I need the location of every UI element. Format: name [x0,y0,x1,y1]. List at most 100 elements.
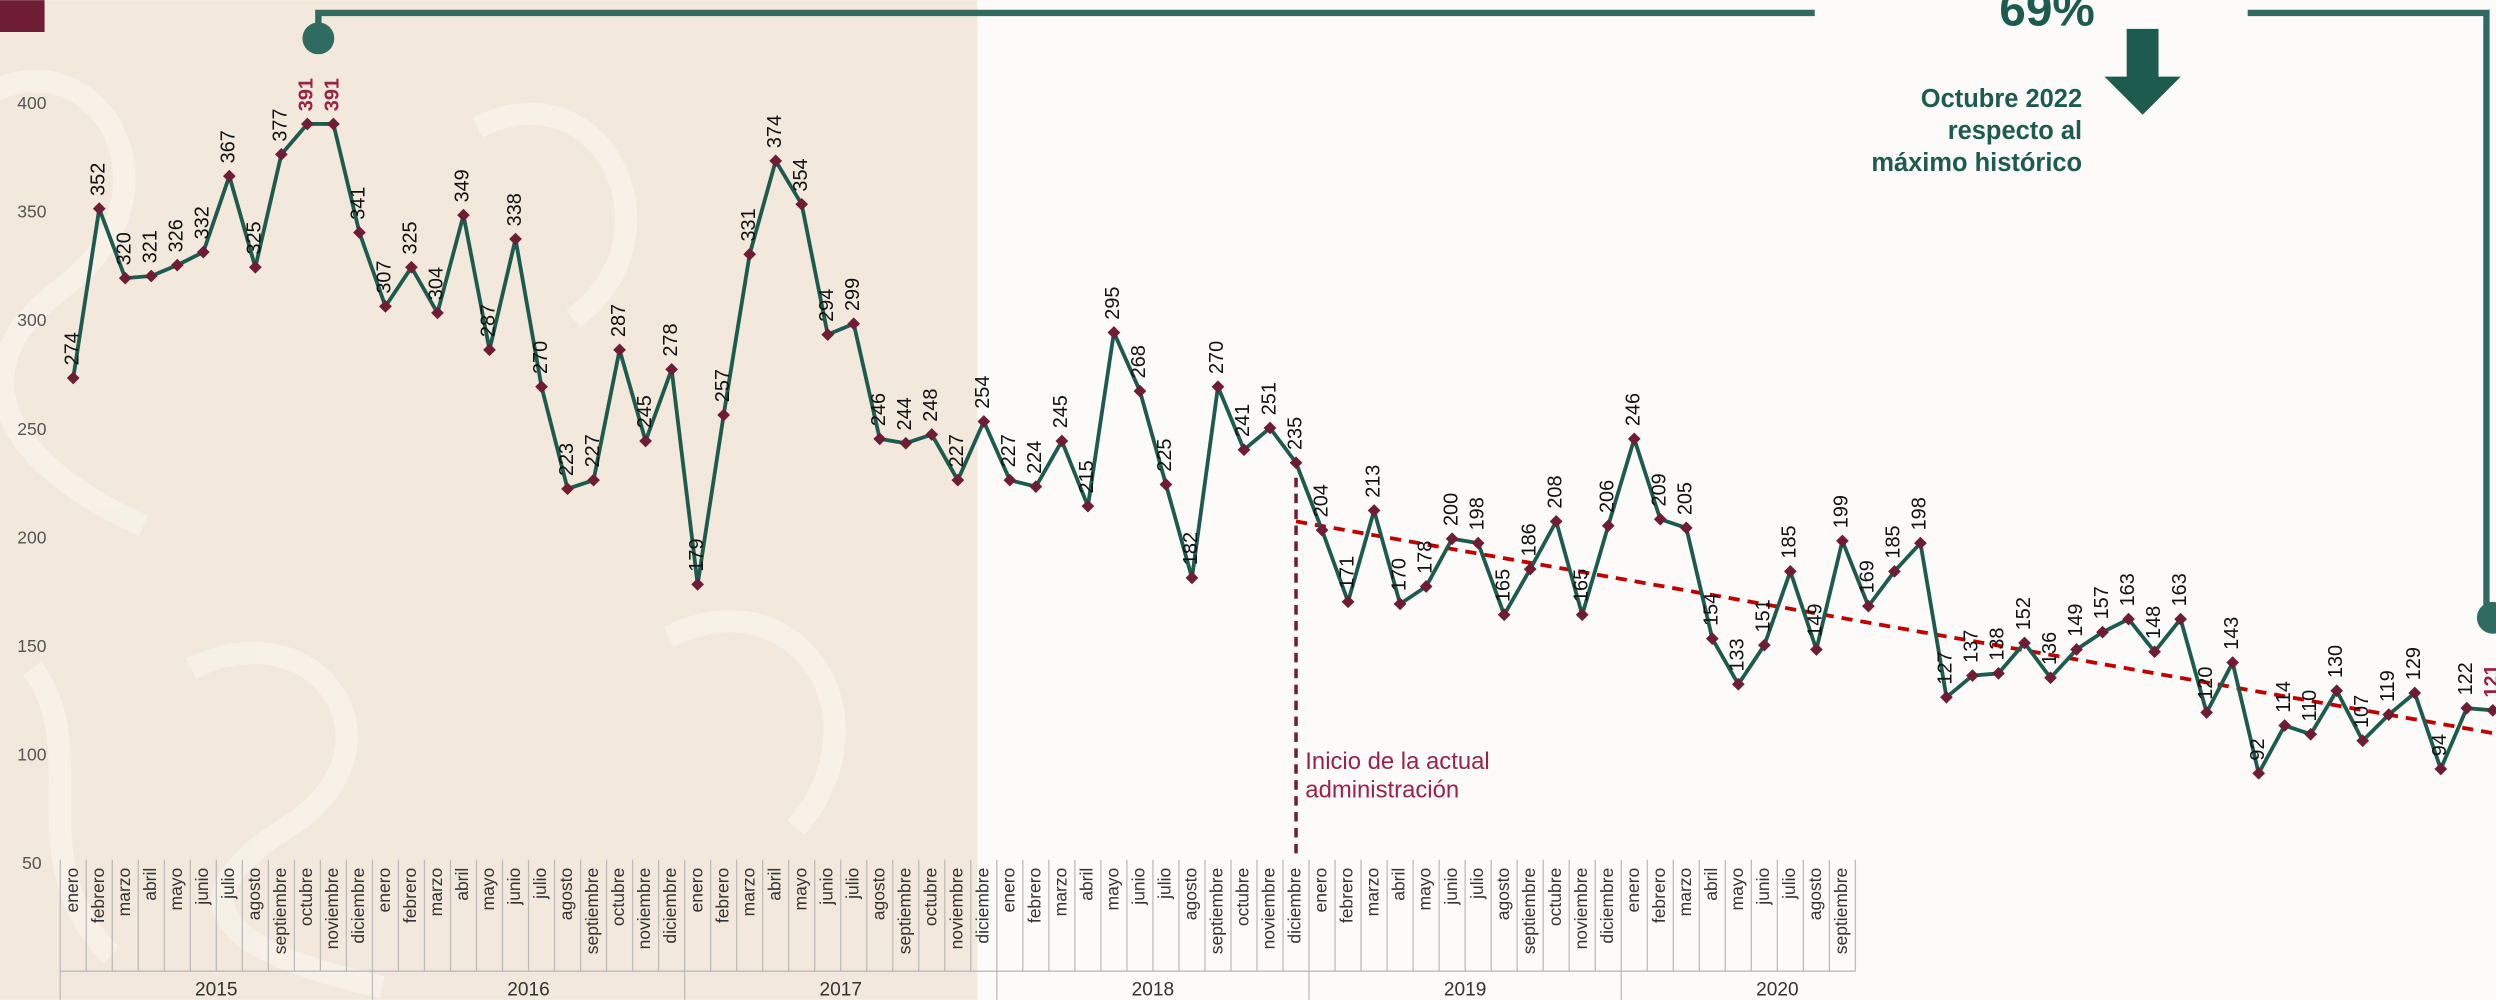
data-label: 157 [2091,586,2113,619]
data-label: 248 [920,389,942,422]
data-label: 278 [660,323,682,356]
x-tick-label: enero [1623,868,1643,913]
trend-line [1295,519,2496,736]
year-label: 2016 [507,979,549,1000]
x-tick-label: mayo [1727,868,1747,911]
y-tick-label: 200 [17,527,46,547]
x-tick-label: enero [374,868,394,913]
data-label: 341 [348,187,370,220]
y-tick-label: 400 [17,93,46,113]
x-tick-label: marzo [1675,868,1695,917]
data-label: 331 [738,208,760,241]
point-marker [379,300,392,313]
data-label: 354 [790,158,812,191]
data-label: 114 [2273,681,2295,713]
data-label: 307 [374,260,396,293]
point-marker [1627,432,1641,446]
x-tick-label: noviembre [322,868,342,950]
data-label: 391 [322,78,344,111]
point-marker [769,154,783,168]
point-marker [2148,645,2161,659]
annotation: Inicio de la actual [1305,748,1489,775]
point-marker [1367,504,1381,517]
data-label: 198 [1466,497,1488,530]
point-marker [2460,701,2474,715]
x-tick-label: septiembre [270,868,290,955]
year-label: 2017 [819,979,861,1000]
x-tick-label: junio [192,868,212,906]
point-marker [1029,480,1043,494]
data-label: 182 [1180,532,1202,565]
point-marker [1185,571,1199,585]
data-label: 208 [1544,475,1566,508]
point-marker [405,260,418,274]
point-marker [1289,456,1303,470]
data-label: 199 [1831,495,1853,528]
data-label: 206 [1596,480,1618,513]
x-tick-label: abril [140,868,160,901]
callout-title: 69% [1999,0,2095,37]
data-label: 245 [1050,395,1072,428]
point-marker [1003,473,1017,487]
data-label: 287 [608,304,630,337]
data-label: 169 [1857,560,1879,593]
year-label: 2020 [1756,979,1798,1000]
background-left [0,0,978,1000]
x-tick-label: febrero [712,868,732,923]
x-tick-label: abril [764,868,784,901]
point-marker [1523,562,1537,576]
data-label: 246 [1623,393,1645,426]
data-label: 287 [478,304,500,337]
x-tick-label: octubre [920,868,940,926]
y-tick-label: 250 [17,419,46,439]
data-label: 295 [1102,287,1124,320]
y-tick-label: 100 [17,745,46,765]
callout-text: respecto al [1948,117,2082,145]
point-marker [1653,512,1667,526]
point-marker [118,271,132,285]
data-label: 270 [1206,341,1228,374]
x-tick-label: julio [1467,868,1487,900]
x-tick-label: septiembre [1519,868,1539,955]
point-marker [2252,766,2266,780]
data-label: 152 [2013,597,2035,630]
x-tick-label: mayo [166,868,186,911]
data-label: 223 [556,443,578,476]
x-tick-label: noviembre [946,868,966,950]
point-marker [1992,667,2005,680]
data-label: 94 [2429,734,2451,756]
x-tick-label: enero [62,868,82,913]
point-marker [847,317,861,331]
point-marker [1601,519,1615,533]
data-label: 349 [452,169,474,202]
data-label: 227 [582,434,604,467]
x-tick-label: octubre [1233,868,1253,926]
data-label: 185 [1883,525,1905,558]
x-tick-label: septiembre [894,868,914,955]
x-tick-label: septiembre [1831,868,1851,955]
data-label: 215 [1076,460,1098,493]
data-label: 165 [1570,569,1592,602]
data-label: 143 [2221,617,2243,650]
callout-text: Octubre 2022 [1921,85,2082,113]
data-label: 241 [1232,404,1254,437]
data-label: 213 [1362,465,1384,498]
x-tick-label: agosto [1805,868,1825,921]
point-marker [613,343,626,357]
connector-dot [302,22,335,55]
data-label: 205 [1675,482,1697,515]
data-label: 299 [842,278,864,311]
data-label: 178 [1414,541,1436,574]
data-label: 235 [1284,417,1306,450]
series-line [71,122,2493,776]
data-label: 227 [998,434,1020,467]
data-label: 391 [296,78,318,111]
x-tick-label: febrero [1649,868,1669,923]
x-tick-label: febrero [1337,868,1357,923]
data-label: 227 [946,434,968,467]
data-label: 163 [2169,573,2191,606]
data-label: 325 [244,221,266,254]
point-marker [457,208,470,222]
